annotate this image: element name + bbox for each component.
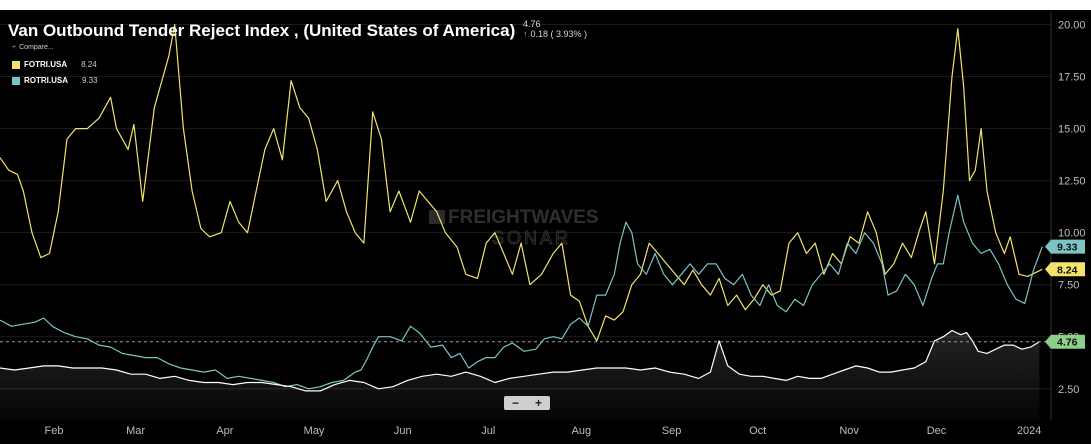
zoom-in-button[interactable]: + [534, 396, 542, 410]
x-tick-label: Jun [394, 425, 412, 437]
legend-name: ROTRI.USA [24, 76, 68, 85]
fotri-series-line [0, 23, 1043, 342]
watermark-line2: SONAR [492, 228, 571, 248]
value-tag-label: 9.33 [1057, 242, 1078, 254]
watermark: FREIGHTWAVES SONAR [429, 207, 599, 249]
plus-icon: + [12, 44, 17, 51]
legend-item-fotri[interactable]: FOTRI.USA 8.24 [12, 60, 97, 69]
y-tick-label: 10.00 [1058, 228, 1086, 240]
y-tick-label: 20.00 [1058, 19, 1086, 31]
legend-swatch [12, 76, 20, 85]
legend-item-rotri[interactable]: ROTRI.USA 9.33 [12, 76, 98, 85]
change-indicator: ↑ 0.18 ( 3.93% ) [523, 29, 587, 39]
arrow-up-icon: ↑ [523, 29, 528, 39]
compare-label: Compare... [19, 44, 54, 51]
legend-value: 9.33 [82, 76, 98, 85]
y-tick-label: 7.50 [1058, 280, 1079, 292]
top-bar [0, 0, 1091, 10]
legend-swatch [12, 60, 20, 69]
last-value: 4.76 [523, 19, 541, 29]
legend-value: 8.24 [81, 60, 97, 69]
chart-title: Van Outbound Tender Reject Index , (Unit… [8, 21, 516, 40]
watermark-line1: FREIGHTWAVES [448, 207, 599, 228]
main-value-tag: 4.76 [1045, 334, 1085, 349]
y-tick-label: 2.50 [1058, 384, 1079, 396]
rotri-series-line [0, 194, 1043, 390]
compare-button[interactable]: + Compare... [12, 44, 54, 51]
main-series-line [0, 329, 1040, 392]
x-tick-label: Sep [662, 425, 682, 437]
value-tags: 9.33 8.24 4.76 [1045, 239, 1085, 349]
x-tick-label: May [304, 425, 325, 437]
x-tick-label: Nov [839, 425, 859, 437]
legend-name: FOTRI.USA [24, 60, 68, 69]
x-tick-label: Aug [572, 425, 592, 437]
x-tick-label: Oct [749, 425, 766, 437]
x-tick-label: Apr [216, 425, 233, 437]
y-tick-label: 15.00 [1058, 124, 1086, 136]
watermark-logo-icon [429, 210, 445, 224]
main-series-area [0, 330, 1040, 420]
y-tick-label: 17.50 [1058, 72, 1086, 84]
x-tick-label: Jul [481, 425, 495, 437]
zoom-out-button[interactable]: − [511, 396, 519, 410]
x-tick-label: Mar [126, 425, 145, 437]
rotri-value-tag: 9.33 [1045, 239, 1085, 254]
value-tag-label: 8.24 [1057, 264, 1078, 276]
x-tick-label: 2024 [1017, 425, 1041, 437]
change-value: 0.18 ( 3.93% ) [530, 29, 588, 39]
x-tick-label: Feb [45, 425, 64, 437]
fotri-value-tag: 8.24 [1045, 262, 1085, 277]
x-axis: Feb Mar Apr May Jun Jul Aug Sep Oct Nov Dec 2024 [45, 425, 1042, 437]
value-tag-label: 4.76 [1057, 337, 1078, 349]
zoom-control: − + [504, 396, 550, 410]
y-tick-label: 12.50 [1058, 176, 1086, 188]
x-tick-label: Dec [927, 425, 947, 437]
